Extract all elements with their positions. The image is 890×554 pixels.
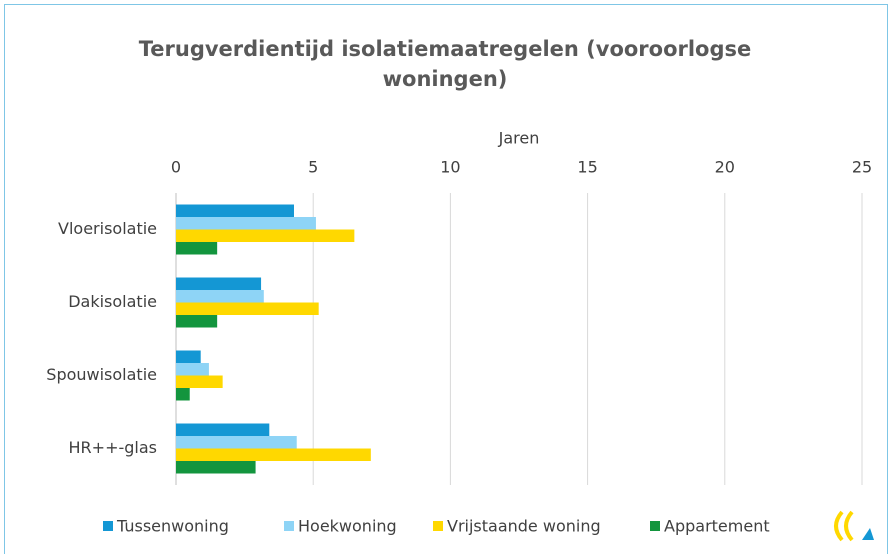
bar (176, 363, 209, 376)
legend-label: Vrijstaande woning (447, 517, 601, 536)
y-tick-label: Vloerisolatie (58, 219, 157, 238)
y-tick-label: HR++-glas (69, 438, 157, 457)
bar (176, 217, 316, 230)
chart-frame (4, 4, 888, 554)
bar (176, 315, 218, 328)
legend-label: Appartement (664, 517, 770, 536)
x-tick-label: 15 (577, 158, 597, 177)
legend-swatch (284, 521, 294, 531)
x-axis-title: Jaren (498, 129, 540, 148)
x-tick-label: 10 (440, 158, 460, 177)
legend-swatch (103, 521, 113, 531)
bar (176, 242, 218, 255)
y-tick-label: Spouwisolatie (46, 365, 157, 384)
x-tick-label: 25 (852, 158, 872, 177)
x-tick-label: 5 (308, 158, 318, 177)
bar (176, 350, 201, 363)
x-tick-label: 20 (715, 158, 735, 177)
bar (176, 302, 319, 315)
bar (176, 375, 223, 388)
bar (176, 290, 264, 303)
y-tick-label: Dakisolatie (68, 292, 157, 311)
bar (176, 277, 262, 290)
bar (176, 448, 371, 461)
bar (176, 229, 355, 242)
bar (176, 388, 190, 401)
bar (176, 436, 297, 449)
chart-title: Terugverdientijd isolatiemaatregelen (vo… (138, 37, 752, 91)
bar (176, 461, 256, 474)
legend-label: Tussenwoning (116, 517, 229, 536)
bar (176, 423, 270, 436)
legend-swatch (650, 521, 660, 531)
legend-swatch (433, 521, 443, 531)
bar (176, 204, 294, 217)
logo (834, 510, 874, 542)
legend-label: Hoekwoning (298, 517, 397, 536)
x-tick-label: 0 (171, 158, 181, 177)
